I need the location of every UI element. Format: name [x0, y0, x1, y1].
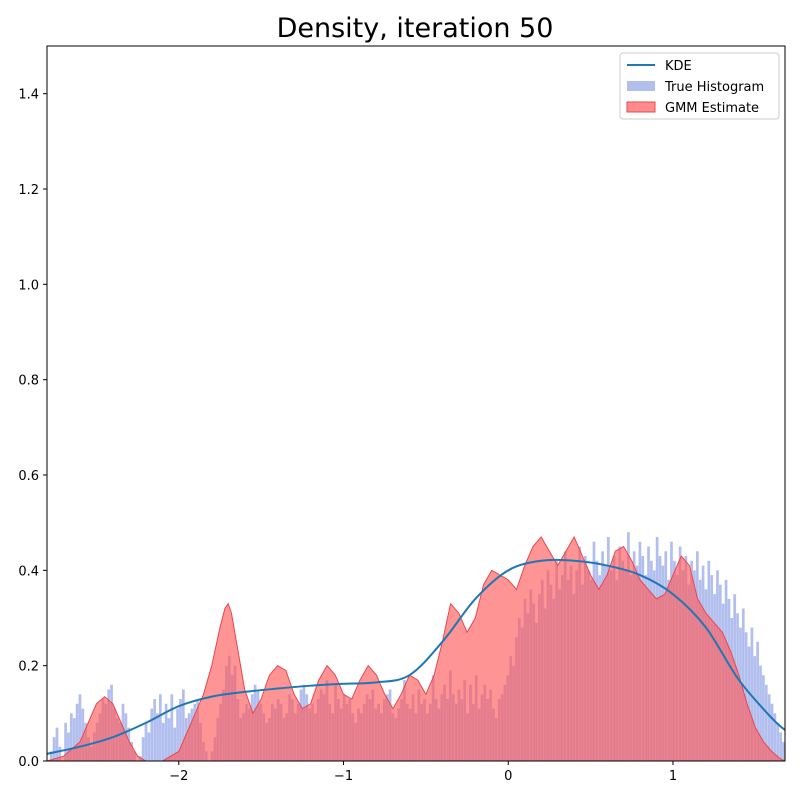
axes-frame: [46, 45, 786, 762]
histogram-bar: [181, 689, 185, 761]
x-tick-label: 0: [504, 769, 512, 784]
histogram-bar: [744, 632, 748, 761]
legend-box: [619, 52, 780, 120]
histogram-bar: [176, 708, 179, 761]
histogram-bar: [75, 703, 79, 761]
histogram-bar: [167, 718, 171, 761]
histogram-bar: [164, 703, 168, 761]
histogram-bar: [753, 656, 757, 761]
y-tick-label: 0.6: [18, 469, 39, 484]
y-tick-label: 0.4: [18, 564, 39, 579]
gmm-estimate-area: [47, 535, 785, 761]
histogram-bar: [141, 737, 145, 761]
histogram-bar: [776, 722, 780, 761]
histogram-bar: [173, 727, 177, 761]
x-tick-label: 1: [669, 769, 677, 784]
y-tick-label: 1.0: [18, 278, 39, 293]
histogram-bar: [767, 694, 771, 761]
y-tick-label: 0.2: [18, 660, 39, 675]
histogram-bar: [764, 684, 768, 761]
histogram-bar: [156, 713, 159, 761]
axes: −2 −1 0 1 0.0 0.2 0.4 0.6 0.8 1.0 1.2 1.4: [18, 45, 786, 784]
histogram-bar: [161, 722, 165, 761]
histogram-bar: [158, 694, 162, 761]
histogram-bar: [55, 727, 59, 761]
histogram-bar: [782, 741, 785, 761]
histogram-bar: [67, 732, 70, 761]
histogram-bar: [153, 699, 156, 761]
histogram-bar: [759, 665, 762, 761]
histogram-bar: [747, 646, 751, 761]
chart-title: Density, iteration 50: [277, 13, 554, 44]
legend-swatch-patch: [626, 101, 656, 113]
y-tick-label: 0.8: [18, 374, 39, 389]
plot-area: [47, 532, 785, 761]
plot-content: [47, 532, 785, 761]
histogram-bar: [49, 751, 53, 761]
legend-label: True Histogram: [664, 80, 764, 95]
kde-line: [47, 558, 785, 755]
histogram-bar: [147, 732, 151, 761]
x-tick-label: −1: [334, 769, 353, 784]
legend-label: KDE: [665, 59, 692, 74]
histogram-bar: [72, 718, 76, 761]
histogram-bar: [64, 722, 67, 761]
legend: KDE True Histogram GMM Estimate: [619, 52, 780, 120]
y-tick-label: 1.2: [18, 183, 39, 198]
histogram-bar: [52, 737, 56, 761]
legend-label: GMM Estimate: [665, 101, 759, 116]
histogram-bar: [779, 732, 782, 761]
y-tick-label: 0.0: [18, 755, 39, 770]
histogram-bar: [762, 675, 765, 761]
histogram-bar: [58, 746, 62, 761]
histogram-bar: [69, 713, 73, 761]
x-tick-label: −2: [169, 769, 188, 784]
histogram-bar: [750, 627, 754, 761]
histogram-bar: [144, 722, 148, 761]
histogram-bar: [150, 708, 154, 761]
histogram-bar: [170, 694, 174, 761]
histogram-bar: [773, 713, 777, 761]
histogram-bar: [770, 703, 774, 761]
histogram-bar: [179, 699, 182, 761]
histogram-bar: [78, 694, 82, 761]
y-tick-label: 1.4: [18, 88, 39, 103]
legend-swatch-patch: [627, 81, 655, 91]
